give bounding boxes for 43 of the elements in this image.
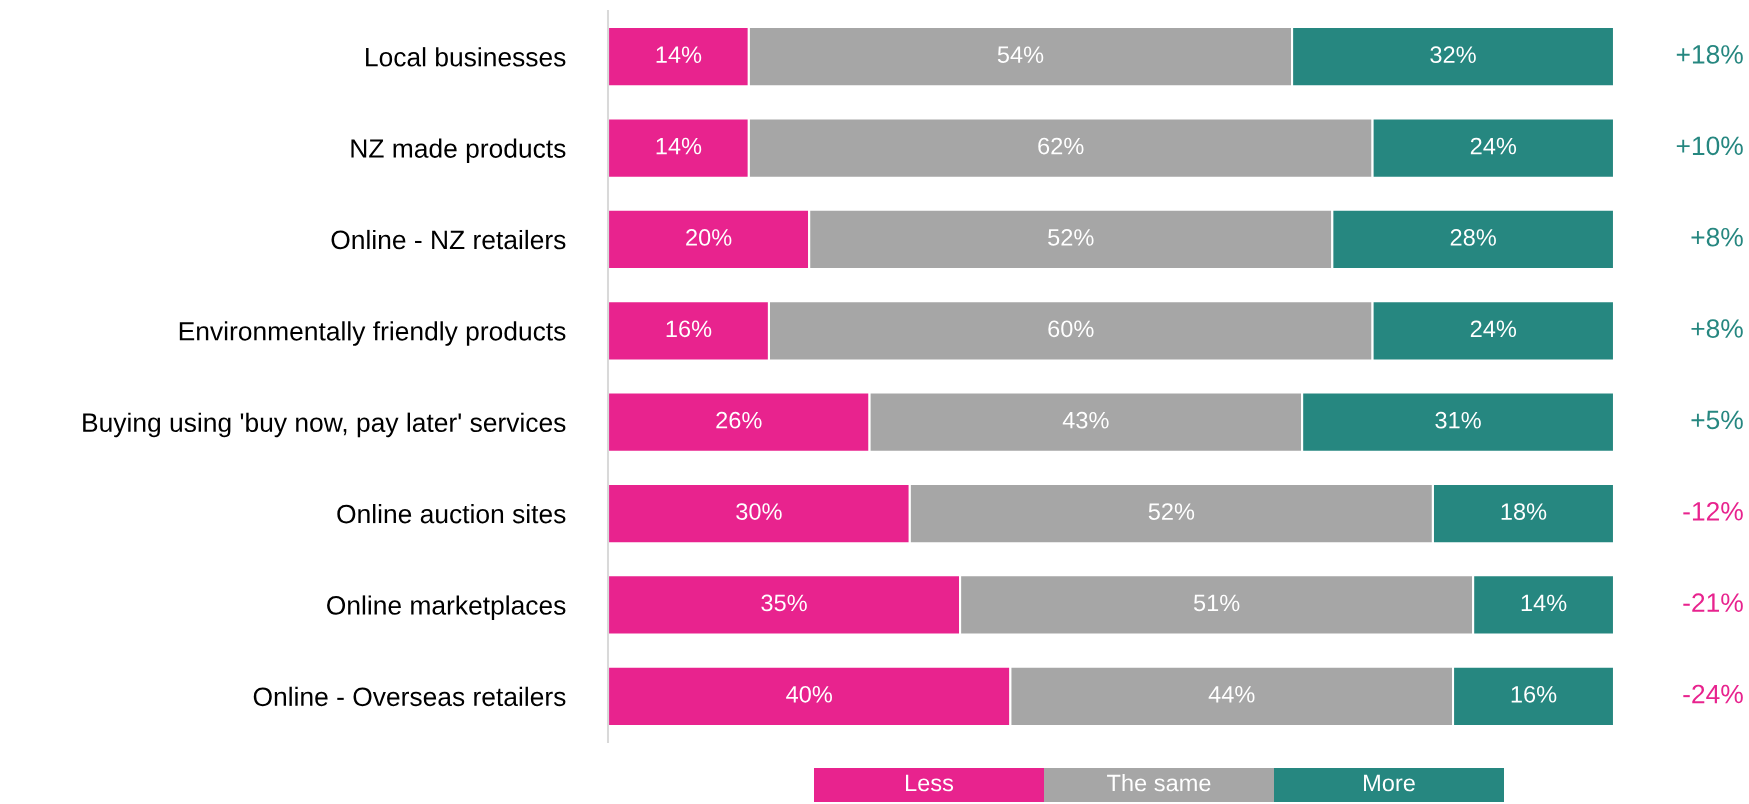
y-tick-label: Environmentally friendly products xyxy=(179,321,566,346)
data-label: 24% xyxy=(1470,320,1517,338)
text: More xyxy=(1364,774,1415,792)
y-tick-label: Online - Overseas retailers xyxy=(253,686,566,707)
data-label: 18% xyxy=(1501,503,1547,520)
text: +10% xyxy=(1676,136,1743,156)
data-label: 20% xyxy=(686,229,732,246)
data-label: 40% xyxy=(786,685,832,703)
text: +8% xyxy=(1691,227,1743,247)
y-tick-label: Local businesses xyxy=(366,47,566,67)
data-label: 14% xyxy=(656,137,702,155)
y-tick-label: Online auction sites xyxy=(337,504,566,524)
y-tick-label: Online marketplaces xyxy=(327,595,566,620)
data-label: 16% xyxy=(666,320,712,338)
data-label: 35% xyxy=(761,594,807,612)
text: +18% xyxy=(1676,45,1743,64)
text: Less xyxy=(906,774,954,792)
data-label: 54% xyxy=(997,46,1044,64)
text: The same xyxy=(1107,773,1211,792)
y-tick-label: NZ made products xyxy=(351,138,566,164)
data-label: 26% xyxy=(716,411,762,429)
text: -24% xyxy=(1683,684,1743,704)
data-label: 14% xyxy=(656,46,702,63)
data-label: 60% xyxy=(1048,320,1094,338)
y-tick-label: Online - NZ retailers xyxy=(331,229,566,250)
data-label: 24% xyxy=(1470,137,1517,155)
data-label: 30% xyxy=(736,503,782,520)
text: -21% xyxy=(1683,593,1743,612)
data-label: 14% xyxy=(1521,594,1567,612)
text: -12% xyxy=(1683,501,1743,521)
data-label: 43% xyxy=(1062,411,1109,429)
text: +8% xyxy=(1691,319,1743,338)
data-label: 28% xyxy=(1450,229,1496,246)
y-tick-label: Buying using 'buy now, pay later' services xyxy=(83,412,566,438)
data-label: 52% xyxy=(1048,229,1094,246)
data-label: 44% xyxy=(1208,686,1255,703)
text: +5% xyxy=(1691,410,1743,430)
data-label: 32% xyxy=(1430,46,1476,64)
data-label: 51% xyxy=(1193,594,1240,612)
data-label: 31% xyxy=(1435,411,1481,429)
data-label: 52% xyxy=(1148,503,1195,520)
data-label: 16% xyxy=(1511,685,1557,703)
data-label: 62% xyxy=(1038,137,1084,155)
